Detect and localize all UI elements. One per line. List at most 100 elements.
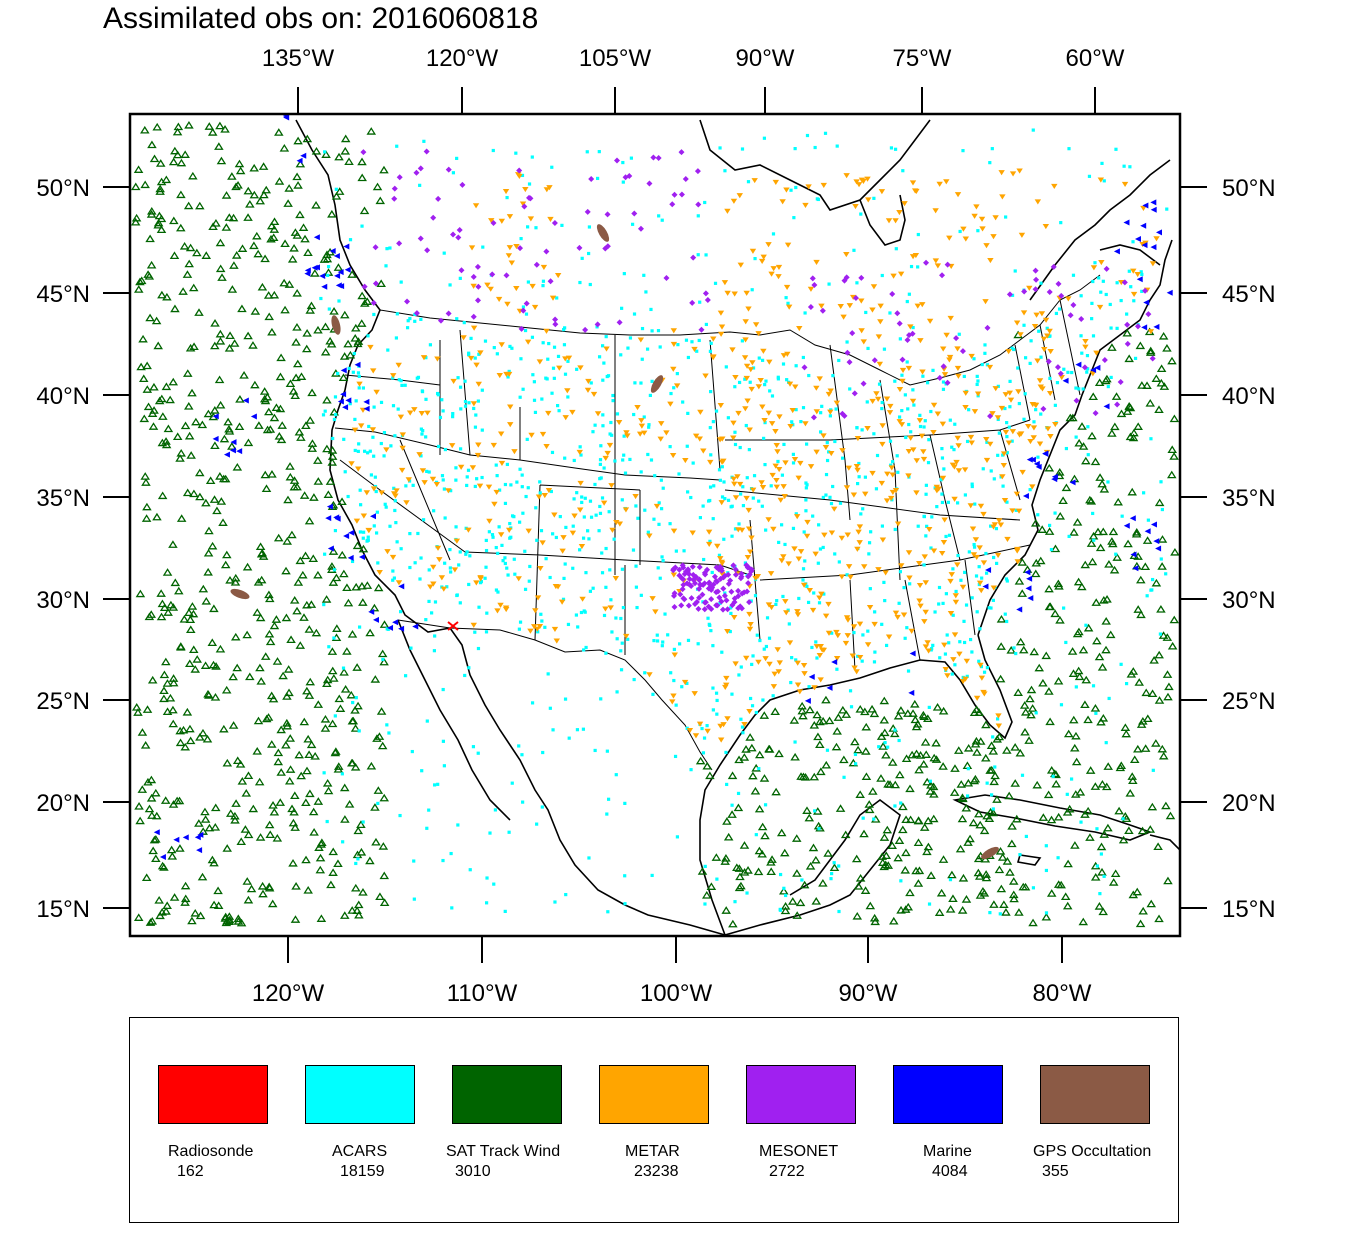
state-boundaries [334, 274, 1101, 771]
acars-marker [783, 893, 788, 898]
sat-track-wind-marker [346, 690, 357, 699]
acars-marker [1109, 326, 1113, 330]
metar-marker [1038, 311, 1046, 317]
sat-track-wind-marker [333, 859, 343, 868]
sat-track-wind-marker [975, 891, 986, 899]
metar-marker [918, 433, 926, 439]
acars-marker [604, 546, 608, 551]
sat-track-wind-marker [1031, 558, 1042, 567]
sat-track-wind-marker [1078, 442, 1089, 450]
metar-marker [1005, 440, 1013, 446]
sat-track-wind-marker [156, 177, 167, 186]
mesonet-marker [700, 581, 707, 588]
acars-marker [506, 573, 510, 577]
sat-track-wind-marker [317, 838, 327, 846]
acars-marker [729, 505, 733, 509]
metar-marker [545, 488, 553, 494]
acars-marker [494, 463, 498, 467]
acars-marker [606, 910, 610, 914]
marine-marker [325, 515, 332, 522]
acars-marker [747, 448, 751, 452]
sat-track-wind-marker [211, 662, 221, 670]
acars-marker [771, 694, 775, 698]
acars-marker [1080, 351, 1084, 355]
sat-track-wind-marker [298, 223, 309, 231]
sat-track-wind-marker [153, 341, 163, 350]
mesonet-marker [904, 336, 911, 343]
sat-track-wind-marker [1099, 484, 1110, 493]
acars-marker [526, 280, 530, 284]
sat-track-wind-marker [304, 516, 315, 525]
sat-track-wind-marker [852, 911, 863, 920]
metar-marker [724, 628, 731, 635]
acars-marker [1064, 640, 1068, 645]
acars-marker [854, 762, 858, 766]
metar-marker [1034, 199, 1042, 205]
sat-track-wind-marker [821, 695, 831, 704]
mesonet-marker [1040, 405, 1047, 412]
acars-marker [586, 529, 590, 533]
sat-track-wind-marker [320, 714, 331, 723]
acars-marker [924, 483, 928, 487]
sat-track-wind-marker [1142, 536, 1153, 544]
metar-marker [742, 406, 749, 412]
acars-marker [1087, 174, 1092, 178]
metar-marker [691, 691, 698, 697]
metar-marker [822, 613, 830, 619]
metar-marker [467, 355, 475, 361]
acars-marker [566, 622, 571, 627]
sat-track-wind-marker [1010, 779, 1020, 787]
sat-track-wind-marker [1110, 422, 1120, 431]
acars-marker [546, 672, 550, 676]
acars-marker [495, 352, 499, 356]
sat-track-wind-marker [356, 319, 367, 327]
sat-track-wind-marker [1091, 598, 1101, 606]
acars-marker [493, 808, 498, 812]
acars-marker [1114, 147, 1118, 151]
acars-marker [404, 484, 408, 488]
sat-track-wind-marker [290, 823, 300, 831]
metar-marker [530, 624, 538, 630]
metar-marker [781, 494, 788, 500]
acars-marker [372, 454, 376, 458]
metar-marker [955, 373, 962, 379]
marine-marker [344, 266, 351, 273]
acars-marker [1017, 401, 1021, 406]
metar-marker [1009, 171, 1017, 177]
acars-marker [1085, 370, 1089, 374]
acars-marker [332, 636, 336, 640]
acars-marker [433, 600, 438, 604]
sat-track-wind-marker [851, 854, 862, 863]
acars-marker [762, 647, 766, 651]
sat-track-wind-marker [910, 715, 921, 724]
metar-marker [839, 448, 846, 454]
sat-track-wind-marker [1077, 582, 1087, 591]
metar-marker [771, 671, 778, 677]
metar-marker [768, 271, 775, 277]
acars-marker [996, 453, 1000, 457]
metar-marker [905, 550, 913, 556]
acars-marker [689, 768, 693, 772]
sat-track-wind-marker [1063, 859, 1073, 868]
metar-marker [854, 467, 861, 473]
sat-track-wind-marker [351, 582, 361, 591]
metar-marker [994, 552, 1002, 559]
sat-track-wind-marker [894, 836, 905, 844]
acars-marker [471, 745, 476, 749]
metar-marker [791, 457, 799, 463]
sat-track-wind-marker [923, 714, 933, 723]
metar-marker [883, 498, 891, 504]
sat-track-wind-marker [1145, 398, 1156, 407]
sat-track-wind-marker [734, 864, 745, 872]
metar-marker [718, 561, 726, 567]
metar-marker [983, 437, 990, 443]
acars-marker [550, 391, 554, 395]
acars-marker [991, 807, 995, 811]
sat-track-wind-marker [727, 771, 738, 780]
acars-marker [941, 380, 946, 384]
sat-track-wind-marker [142, 502, 152, 511]
metar-marker [719, 571, 726, 577]
acars-marker [357, 442, 361, 446]
metar-marker [762, 656, 769, 662]
metar-marker [696, 436, 703, 442]
